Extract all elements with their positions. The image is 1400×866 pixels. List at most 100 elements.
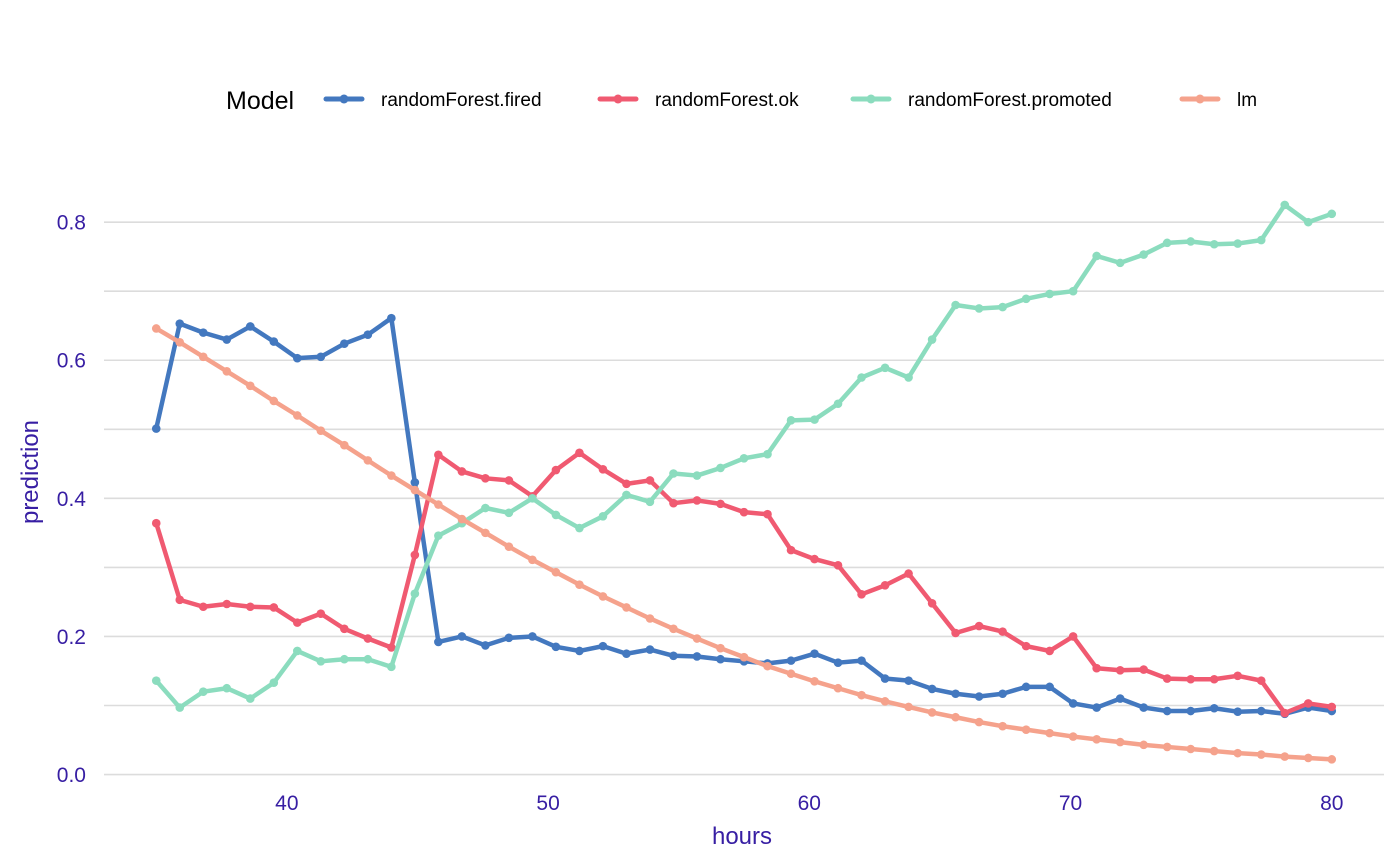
data-point <box>1233 239 1243 248</box>
data-point <box>1092 735 1101 744</box>
data-point <box>1209 703 1219 713</box>
data-point <box>316 352 326 362</box>
x-tick-label: 70 <box>1059 792 1082 815</box>
legend-items: randomForest.fired randomForest.ok randomF… <box>323 90 1257 111</box>
data-point <box>1068 699 1078 708</box>
legend-title: Model <box>226 87 294 115</box>
data-point <box>904 569 913 578</box>
data-point <box>1256 706 1266 716</box>
data-point <box>551 465 561 475</box>
data-point <box>998 302 1007 312</box>
data-point <box>151 518 161 528</box>
data-point <box>481 641 490 650</box>
data-point <box>151 324 161 333</box>
data-point <box>222 335 232 344</box>
data-point <box>739 453 749 463</box>
x-axis-title: hours <box>712 823 772 850</box>
data-point <box>927 335 937 344</box>
data-point <box>1021 641 1031 651</box>
data-point <box>1303 217 1313 227</box>
data-point <box>1303 699 1313 708</box>
data-point <box>551 567 561 577</box>
data-point <box>692 652 702 661</box>
data-point <box>1068 632 1078 641</box>
data-point <box>974 717 984 727</box>
data-point <box>504 508 514 518</box>
data-point <box>293 353 302 363</box>
data-point <box>410 550 420 560</box>
data-point <box>1021 294 1031 304</box>
data-point <box>481 528 490 538</box>
data-point <box>340 624 349 634</box>
data-point <box>457 632 467 641</box>
data-point <box>692 496 702 505</box>
data-point <box>293 411 302 420</box>
data-point <box>1045 289 1054 299</box>
legend-swatch-point <box>339 94 349 104</box>
data-point <box>245 381 255 391</box>
data-point <box>974 692 984 701</box>
data-point <box>1303 753 1313 763</box>
data-point <box>528 494 537 503</box>
y-tick-label: 0.6 <box>57 350 86 373</box>
data-point <box>622 603 631 612</box>
data-point <box>198 328 208 337</box>
data-point <box>1327 702 1337 712</box>
y-tick-label: 0.2 <box>57 626 86 649</box>
data-point <box>434 450 443 460</box>
data-point <box>857 373 866 382</box>
data-point <box>387 471 396 480</box>
data-point <box>269 603 279 612</box>
data-point <box>363 456 373 465</box>
data-point <box>810 554 819 564</box>
y-axis-tick-labels: 0.0 0.2 0.4 0.6 0.8 <box>57 212 87 787</box>
data-point <box>1092 251 1101 261</box>
legend-label: randomForest.promoted <box>908 90 1112 111</box>
data-point <box>363 634 373 643</box>
data-point <box>387 313 396 323</box>
data-point <box>927 708 937 717</box>
data-point <box>1115 258 1125 268</box>
data-point <box>951 300 960 310</box>
data-point <box>1233 707 1243 717</box>
data-point <box>269 396 279 406</box>
data-point <box>316 657 326 666</box>
data-point <box>1092 663 1101 673</box>
data-point <box>857 590 866 599</box>
data-point <box>1045 728 1054 738</box>
data-point <box>645 497 655 507</box>
data-point <box>1233 748 1243 758</box>
legend-item-randomForest.ok: randomForest.ok <box>597 90 799 111</box>
grid <box>104 221 1384 776</box>
data-point <box>457 467 467 476</box>
data-point <box>716 463 725 473</box>
data-point <box>716 654 725 664</box>
data-point <box>410 478 420 487</box>
data-point <box>481 474 490 483</box>
data-point <box>1092 703 1101 712</box>
data-point <box>269 678 279 688</box>
data-point <box>692 634 702 643</box>
series-line <box>153 450 1335 716</box>
data-point <box>1209 674 1219 684</box>
data-point <box>739 507 749 517</box>
legend-swatch-point <box>866 94 876 104</box>
data-point <box>598 641 608 651</box>
y-tick-label: 0.4 <box>57 488 87 511</box>
data-point <box>998 689 1007 699</box>
data-point <box>598 592 608 601</box>
data-point <box>175 337 185 347</box>
data-point <box>692 471 702 480</box>
data-point <box>1327 209 1337 219</box>
data-point <box>833 561 843 570</box>
data-point <box>622 649 631 659</box>
data-point <box>1139 703 1148 712</box>
data-point <box>974 304 984 313</box>
data-point <box>763 661 772 671</box>
data-point <box>857 656 866 665</box>
data-point <box>786 656 796 665</box>
data-point <box>786 545 796 555</box>
data-point <box>1186 237 1195 246</box>
x-tick-label: 60 <box>798 792 821 815</box>
data-point <box>880 363 890 373</box>
